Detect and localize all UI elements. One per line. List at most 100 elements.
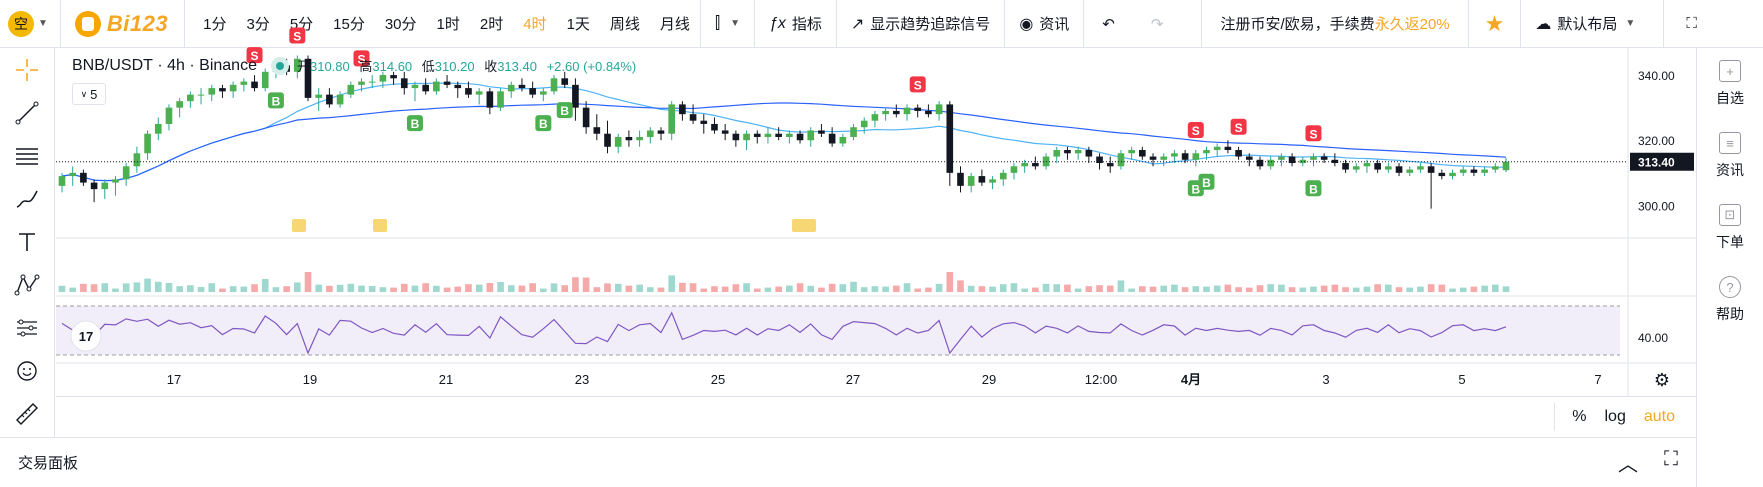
news-button[interactable]: ◉ 资讯 bbox=[1005, 0, 1083, 48]
price-tick-label: 320.00 bbox=[1638, 134, 1675, 148]
volume-bar bbox=[1320, 285, 1328, 292]
volume-bar bbox=[272, 287, 280, 292]
volume-bar bbox=[721, 286, 729, 292]
fullscreen-button[interactable]: ⛶ bbox=[1664, 0, 1719, 48]
buy-signal-label: B bbox=[272, 94, 281, 108]
volume-bar bbox=[1213, 285, 1221, 292]
divider bbox=[184, 0, 186, 48]
sell-signal-label: S bbox=[357, 52, 365, 66]
candlestick-icon: ⫿ bbox=[714, 14, 721, 32]
interval-5[interactable]: 1时 bbox=[436, 16, 460, 33]
candle-body bbox=[1491, 166, 1499, 170]
interval-8[interactable]: 1天 bbox=[566, 16, 590, 33]
time-tick-label: 17 bbox=[167, 372, 181, 387]
interval-3[interactable]: 15分 bbox=[333, 16, 365, 33]
chevron-down-icon: ▼ bbox=[730, 18, 740, 29]
candle-body bbox=[786, 133, 793, 137]
candle-body bbox=[967, 176, 975, 186]
volume-bar bbox=[1181, 287, 1189, 292]
price-tick-label: 300.00 bbox=[1638, 199, 1675, 213]
open-label: 开 bbox=[296, 59, 310, 74]
candle-body bbox=[454, 84, 462, 89]
indicator-toggle[interactable]: ∨ 5 bbox=[72, 83, 106, 105]
price-tick-label: 340.00 bbox=[1638, 69, 1675, 83]
fib-tool[interactable] bbox=[0, 134, 54, 177]
undo-button[interactable]: ↶ bbox=[1084, 0, 1133, 48]
sidebar-item-help[interactable]: ? 帮助 bbox=[1697, 276, 1763, 336]
indicators-button[interactable]: ƒx 指标 bbox=[755, 0, 836, 48]
volume-bar bbox=[507, 285, 515, 292]
trend-signal-button[interactable]: ↗ 显示趋势追踪信号 bbox=[837, 0, 1004, 48]
volume-bar bbox=[101, 283, 109, 292]
interval-0[interactable]: 1分 bbox=[203, 16, 227, 33]
volume-bar bbox=[475, 284, 483, 292]
sidebar-item-news[interactable]: ≡ 资讯 bbox=[1697, 132, 1763, 192]
text-tool[interactable] bbox=[0, 220, 54, 263]
volume-bar bbox=[914, 288, 922, 292]
trend-icon: ↗ bbox=[850, 15, 865, 33]
candle-body bbox=[1438, 172, 1446, 177]
candle-body bbox=[1106, 163, 1114, 167]
layout-button[interactable]: ☁ 默认布局 ▼ bbox=[1521, 0, 1649, 48]
pattern-tool[interactable] bbox=[0, 263, 54, 306]
expand-icon[interactable]: ⛶ bbox=[1664, 448, 1678, 470]
candle-body bbox=[679, 104, 686, 115]
promo-link[interactable]: 注册币安/欧易，手续费永久返20% bbox=[1202, 13, 1467, 34]
crosshair-tool[interactable] bbox=[0, 48, 54, 91]
sell-signal-marker bbox=[1230, 118, 1247, 135]
interval-9[interactable]: 周线 bbox=[609, 16, 640, 33]
percent-scale-button[interactable]: % bbox=[1572, 407, 1587, 425]
chevron-up-icon[interactable]: ︿ bbox=[1618, 454, 1638, 476]
candle-body bbox=[294, 58, 301, 72]
order-icon: ⊡ bbox=[1719, 204, 1741, 226]
volume-bar bbox=[1288, 287, 1296, 292]
favorite-star-icon[interactable]: ★ bbox=[1484, 10, 1505, 36]
interval-10[interactable]: 月线 bbox=[659, 16, 690, 33]
volume-bar bbox=[443, 287, 451, 292]
user-avatar[interactable]: 空 bbox=[8, 10, 34, 37]
interval-1[interactable]: 3分 bbox=[246, 16, 270, 33]
sidebar-item-watchlist[interactable]: + 自选 bbox=[1697, 60, 1763, 120]
candle-body bbox=[400, 78, 408, 89]
emoji-tool[interactable] bbox=[0, 349, 54, 392]
sell-signal-marker bbox=[1187, 122, 1204, 139]
promo-text: 注册币安/欧易，手续费 bbox=[1220, 16, 1375, 33]
trendline-icon bbox=[15, 101, 39, 124]
interval-4[interactable]: 30分 bbox=[384, 16, 417, 33]
volume-bar bbox=[1160, 285, 1168, 292]
brush-tool[interactable] bbox=[0, 177, 54, 220]
interval-6[interactable]: 2时 bbox=[479, 16, 504, 33]
measure-tool[interactable] bbox=[0, 392, 54, 435]
log-scale-button[interactable]: log bbox=[1604, 407, 1626, 425]
sidebar-label: 帮助 bbox=[1716, 306, 1744, 322]
sidebar-item-order[interactable]: ⊡ 下单 bbox=[1697, 204, 1763, 264]
interval-7[interactable]: 4时 bbox=[523, 16, 547, 33]
smiley-icon bbox=[17, 360, 37, 381]
candle-body bbox=[507, 84, 515, 92]
buy-signal-marker bbox=[556, 102, 573, 119]
volume-bar bbox=[133, 282, 141, 292]
trendline-tool[interactable] bbox=[0, 91, 54, 134]
chart-type-button[interactable]: ⫿ ▼ bbox=[701, 0, 754, 48]
volume-bar bbox=[1074, 288, 1082, 292]
time-tick-label: 12:00 bbox=[1085, 372, 1118, 387]
buy-signal-label: B bbox=[560, 104, 569, 118]
volume-bar bbox=[989, 286, 996, 292]
volume-bar bbox=[1502, 286, 1510, 292]
candle-body bbox=[668, 104, 676, 134]
volume-bar bbox=[582, 277, 590, 292]
candle-body bbox=[1288, 156, 1296, 164]
volume-bar bbox=[1106, 285, 1114, 292]
trade-panel-label[interactable]: 交易面板 bbox=[18, 455, 79, 472]
volume-bar bbox=[892, 285, 900, 292]
candle-body bbox=[347, 84, 355, 95]
redo-button[interactable]: ↷ bbox=[1133, 0, 1182, 48]
symbol-label[interactable]: BNB/USDT bbox=[72, 56, 153, 74]
volume-bar bbox=[283, 286, 290, 292]
forecast-tool[interactable] bbox=[0, 306, 54, 349]
chevron-down-icon[interactable]: ▼ bbox=[38, 18, 48, 29]
buy-signal-marker bbox=[1198, 173, 1215, 190]
candle-body bbox=[475, 91, 483, 95]
auto-scale-button[interactable]: auto bbox=[1643, 407, 1675, 425]
